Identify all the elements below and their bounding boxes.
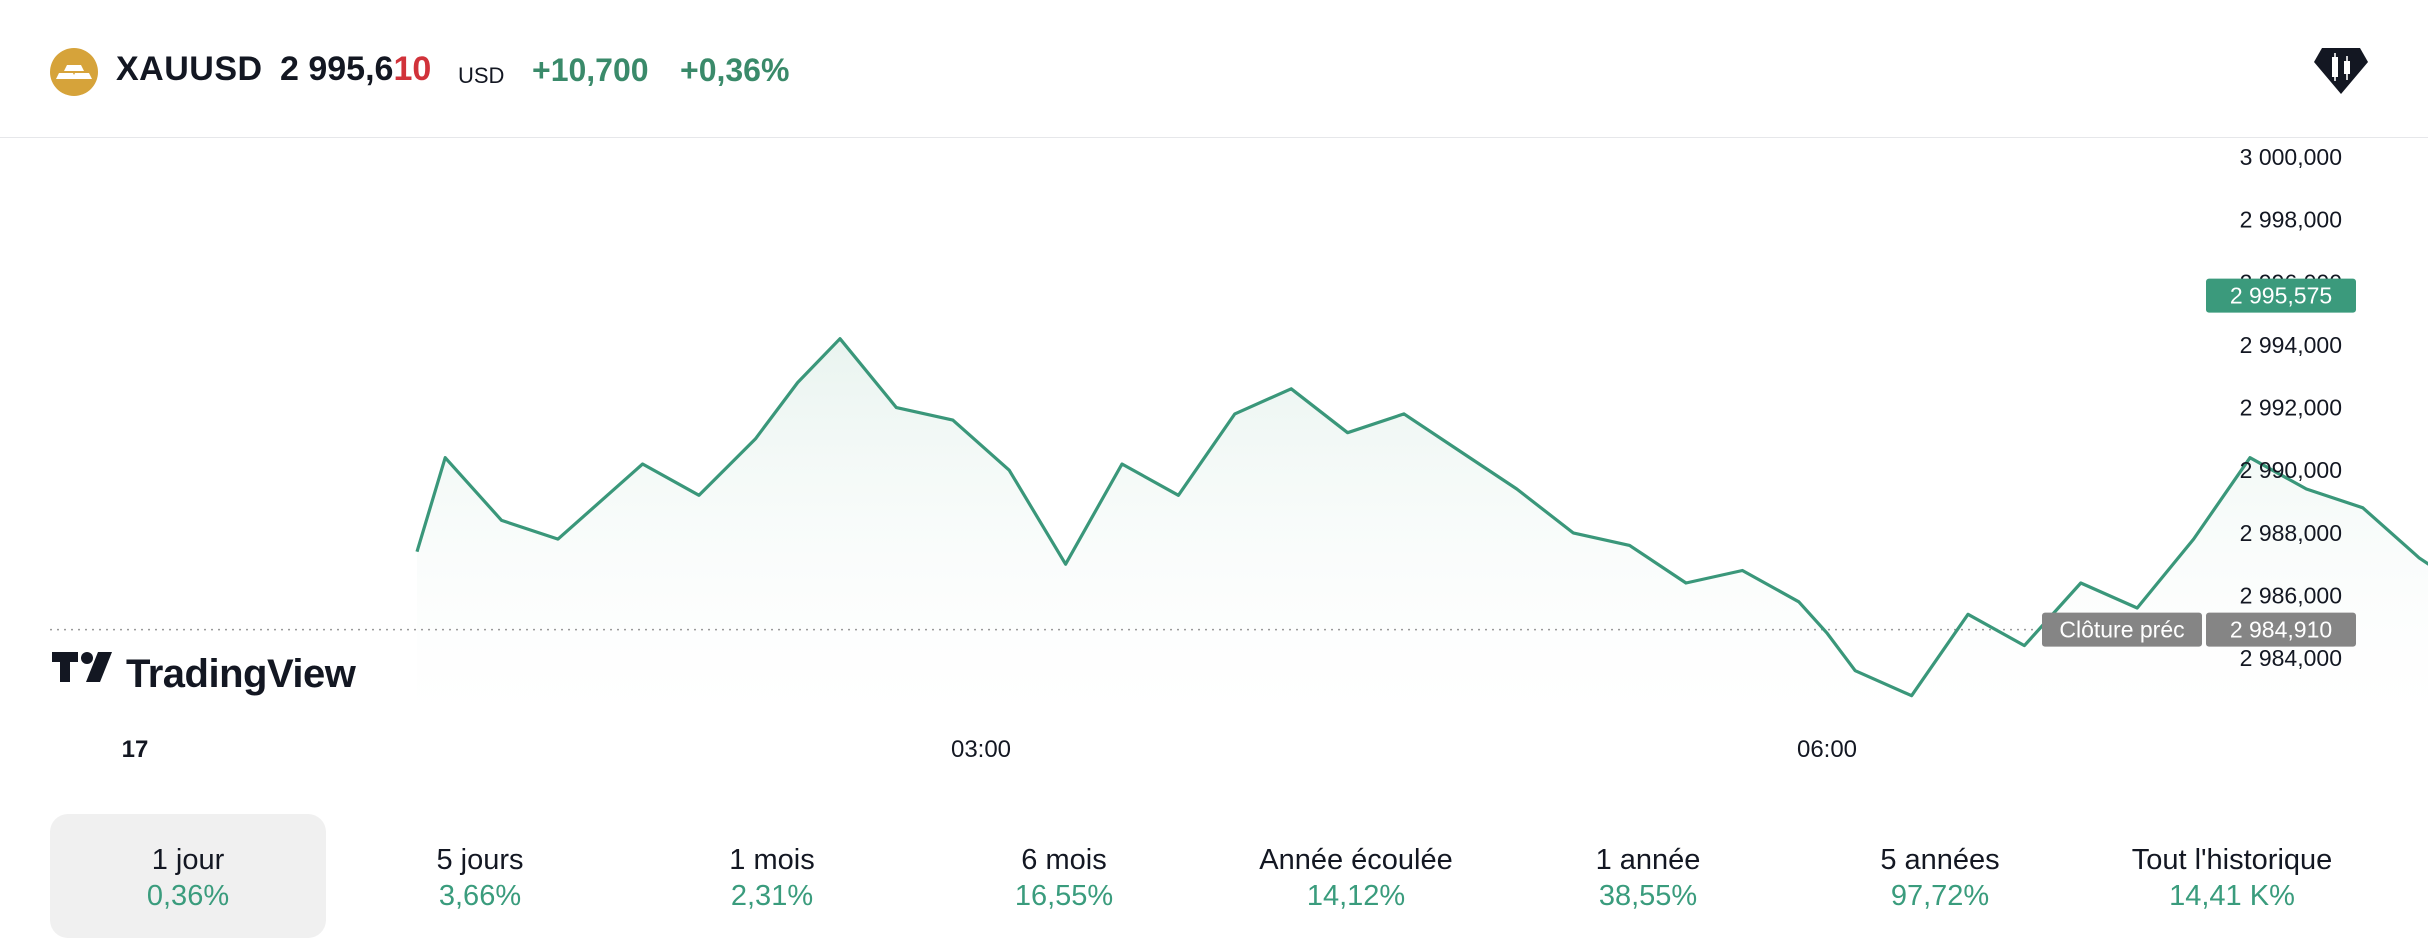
period-tabs: 1 jour 0,36% 5 jours 3,66% 1 mois 2,31% … xyxy=(50,814,2380,940)
y-tick-label: 2 984,000 xyxy=(2240,645,2342,671)
gold-bars-icon xyxy=(50,48,98,96)
y-tick-label: 2 986,000 xyxy=(2240,583,2342,609)
last-price-main: 2 995,6 xyxy=(280,50,394,88)
tradingview-logo-icon xyxy=(52,652,112,682)
tab-value: 97,72% xyxy=(1890,880,1990,912)
tab-value: 3,66% xyxy=(438,880,522,912)
current-price-marker: 2 995,575 xyxy=(2206,278,2356,313)
tab-6-mois[interactable]: 6 mois 16,55% xyxy=(926,814,1202,938)
price-area-fill xyxy=(417,338,2428,717)
y-tick-label: 2 992,000 xyxy=(2240,395,2342,421)
price-series-line xyxy=(415,337,2428,698)
tab-tout-historique[interactable]: Tout l'historique 14,41 K% xyxy=(2094,814,2370,938)
tab-value: 14,12% xyxy=(1306,880,1406,912)
tab-1-mois[interactable]: 1 mois 2,31% xyxy=(634,814,910,938)
prev-close-marker: Clôture préc 2 984,910 xyxy=(2042,612,2356,647)
prev-close-value: 2 984,910 xyxy=(2230,617,2332,643)
last-price-tail: 10 xyxy=(393,50,432,88)
tab-annee-ecoulee[interactable]: Année écoulée 14,12% xyxy=(1218,814,1494,938)
last-price: 2 995,610 xyxy=(280,50,431,89)
tab-value: 14,41 K% xyxy=(2169,880,2295,912)
current-price-label: 2 995,575 xyxy=(2230,283,2332,309)
x-tick-label: 06:00 xyxy=(1797,736,1857,763)
current-price-label-bg xyxy=(2206,278,2356,313)
prev-close-value-bg xyxy=(2206,612,2356,647)
x-tick-label: 17 xyxy=(122,736,149,763)
y-tick-label: 2 990,000 xyxy=(2240,457,2342,483)
tab-value: 38,55% xyxy=(1598,880,1698,912)
tab-value: 16,55% xyxy=(1014,880,1114,912)
prev-close-name: Clôture préc xyxy=(2059,617,2184,643)
symbol-name: XAUUSD xyxy=(116,50,263,88)
tab-1-annee[interactable]: 1 année 38,55% xyxy=(1510,814,1786,938)
price-change: +10,700 xyxy=(532,52,649,88)
y-tick-label: 2 988,000 xyxy=(2240,520,2342,546)
candlestick-settings-icon[interactable] xyxy=(2312,44,2370,98)
tab-5-annees[interactable]: 5 années 97,72% xyxy=(1802,814,2078,938)
x-tick-label: 03:00 xyxy=(951,736,1011,763)
symbol-header: XAUUSD 2 995,610 USD +10,700 +0,36% xyxy=(0,0,2428,138)
tab-value: 2,31% xyxy=(730,880,814,912)
prev-close-name-bg xyxy=(2042,612,2202,647)
tab-label: 1 mois xyxy=(729,844,815,876)
tab-value: 0,36% xyxy=(146,880,230,912)
tab-label: Tout l'historique xyxy=(2131,844,2333,876)
y-tick-label: 2 998,000 xyxy=(2240,207,2342,233)
tab-5-jours[interactable]: 5 jours 3,66% xyxy=(342,814,618,938)
price-change-percent: +0,36% xyxy=(680,52,790,88)
currency-label: USD xyxy=(458,63,505,88)
tab-1-jour[interactable]: 1 jour 0,36% xyxy=(50,814,326,938)
y-tick-label: 3 000,000 xyxy=(2240,144,2342,170)
tab-label: 5 jours xyxy=(436,844,524,876)
y-tick-label: 2 994,000 xyxy=(2240,332,2342,358)
tab-label: 6 mois xyxy=(1021,844,1107,876)
tab-label: 1 jour xyxy=(151,844,225,876)
tab-label: 5 années xyxy=(1880,844,2000,876)
tradingview-wordmark: TradingView xyxy=(126,652,356,696)
tab-label: Année écoulée xyxy=(1259,844,1453,876)
tab-label: 1 année xyxy=(1595,844,1701,876)
